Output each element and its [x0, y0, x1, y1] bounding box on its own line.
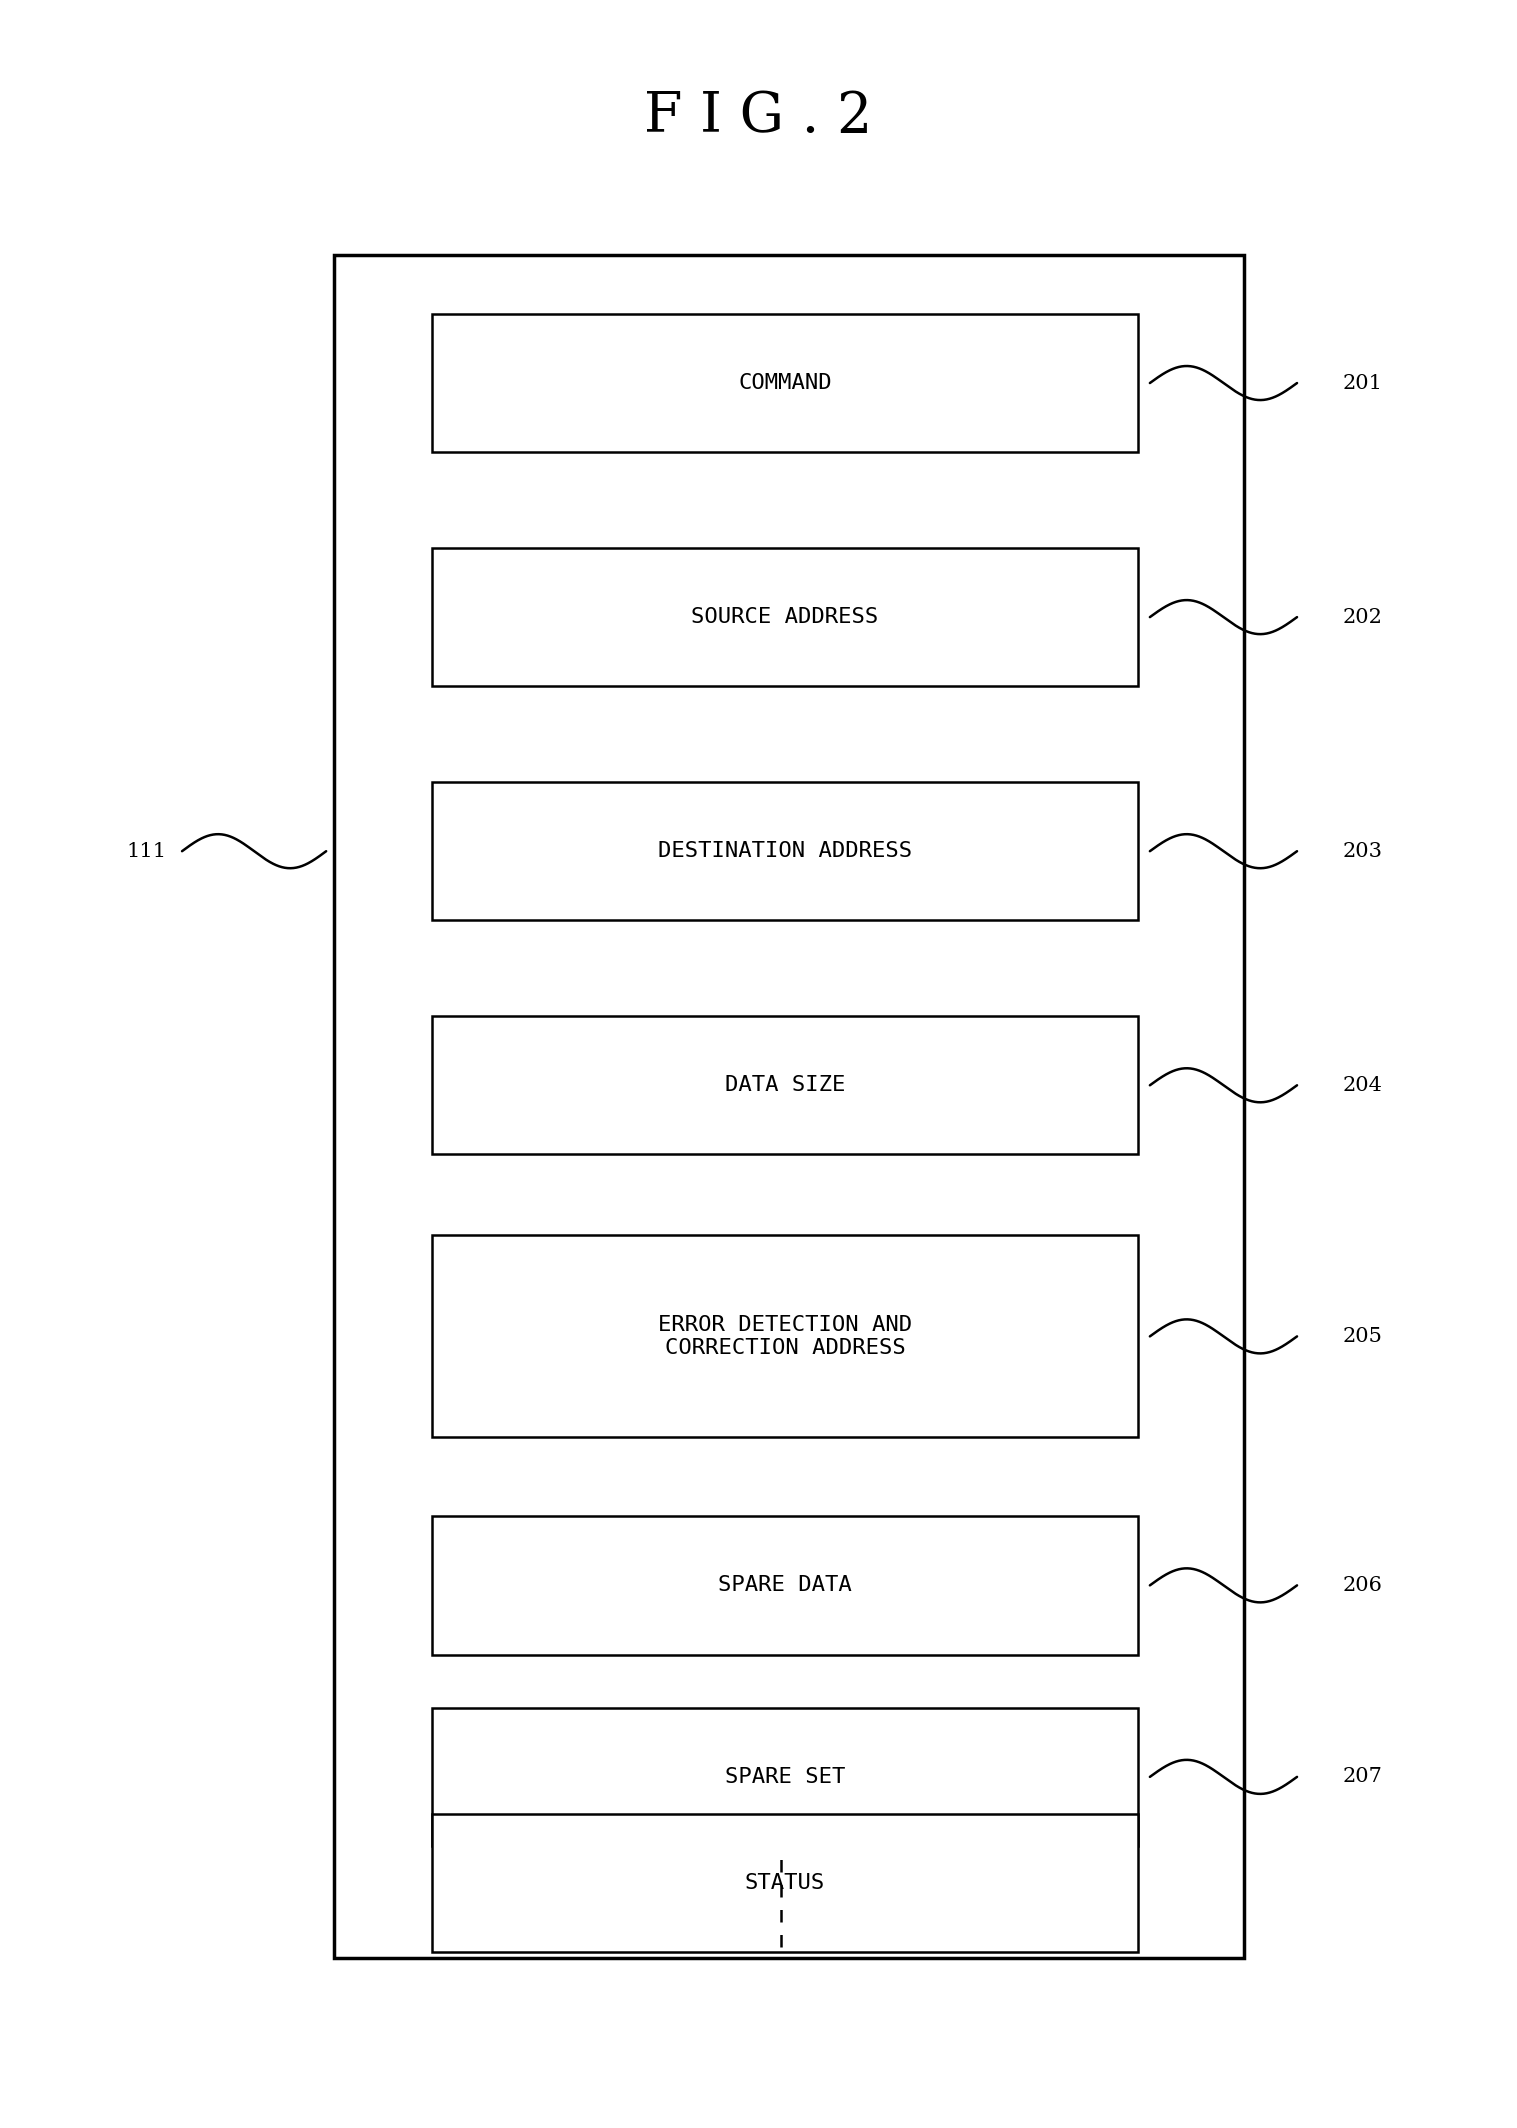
- FancyBboxPatch shape: [432, 313, 1138, 453]
- Text: ERROR DETECTION AND
CORRECTION ADDRESS: ERROR DETECTION AND CORRECTION ADDRESS: [658, 1315, 912, 1358]
- Text: 111: 111: [127, 843, 167, 860]
- Text: 203: 203: [1343, 843, 1382, 860]
- Text: SPARE SET: SPARE SET: [725, 1766, 845, 1788]
- FancyBboxPatch shape: [432, 549, 1138, 685]
- Text: F I G . 2: F I G . 2: [645, 89, 872, 145]
- FancyBboxPatch shape: [432, 1707, 1138, 1845]
- Text: DESTINATION ADDRESS: DESTINATION ADDRESS: [658, 841, 912, 862]
- FancyBboxPatch shape: [432, 1813, 1138, 1954]
- FancyBboxPatch shape: [432, 1234, 1138, 1439]
- Text: 206: 206: [1343, 1577, 1382, 1594]
- FancyBboxPatch shape: [432, 1515, 1138, 1656]
- Text: 201: 201: [1343, 375, 1382, 392]
- Text: 202: 202: [1343, 609, 1382, 626]
- FancyBboxPatch shape: [432, 783, 1138, 919]
- Text: STATUS: STATUS: [745, 1873, 825, 1894]
- FancyBboxPatch shape: [432, 1017, 1138, 1153]
- Text: 205: 205: [1343, 1328, 1382, 1345]
- Text: 207: 207: [1343, 1768, 1382, 1785]
- Text: 204: 204: [1343, 1077, 1382, 1094]
- Text: SOURCE ADDRESS: SOURCE ADDRESS: [692, 606, 878, 628]
- Text: DATA SIZE: DATA SIZE: [725, 1075, 845, 1096]
- Text: SPARE DATA: SPARE DATA: [718, 1575, 853, 1596]
- FancyBboxPatch shape: [334, 255, 1244, 1958]
- Text: COMMAND: COMMAND: [739, 372, 831, 394]
